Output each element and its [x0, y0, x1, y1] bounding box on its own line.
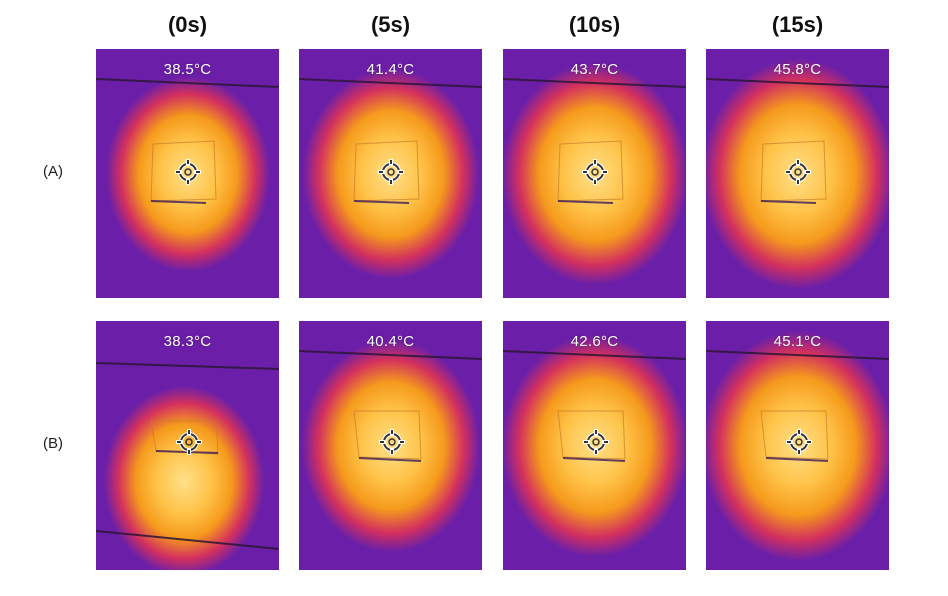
temperature-readout: 38.5°C	[163, 61, 212, 78]
row-label-a: (A)	[43, 163, 63, 180]
thermal-heatmap	[503, 49, 686, 298]
crosshair-icon	[785, 428, 813, 456]
thermal-image-a-5s: 41.4°C	[299, 49, 482, 298]
thermal-heatmap	[299, 321, 482, 570]
temperature-readout: 38.3°C	[163, 333, 212, 350]
temperature-readout: 41.4°C	[366, 61, 415, 78]
thermal-heatmap	[96, 321, 279, 570]
thermal-image-a-10s: 43.7°C	[503, 49, 686, 298]
thermal-image-b-0s: 38.3°C	[96, 321, 279, 570]
crosshair-icon	[378, 428, 406, 456]
thermal-heatmap	[706, 321, 889, 570]
thermal-image-a-0s: 38.5°C	[96, 49, 279, 298]
thermal-heatmap	[96, 49, 279, 298]
temperature-readout: 45.1°C	[773, 333, 822, 350]
thermal-image-b-10s: 42.6°C	[503, 321, 686, 570]
temperature-readout: 43.7°C	[570, 61, 619, 78]
thermal-heatmap	[503, 321, 686, 570]
temperature-readout: 40.4°C	[366, 333, 415, 350]
thermal-image-a-15s: 45.8°C	[706, 49, 889, 298]
crosshair-icon	[581, 158, 609, 186]
crosshair-icon	[377, 158, 405, 186]
column-header-5s: (5s)	[370, 12, 411, 37]
column-header-0s: (0s)	[167, 12, 208, 37]
crosshair-icon	[784, 158, 812, 186]
thermal-heatmap	[299, 49, 482, 298]
row-label-b: (B)	[43, 435, 63, 452]
temperature-readout: 45.8°C	[773, 61, 822, 78]
crosshair-icon	[175, 428, 203, 456]
thermal-image-b-5s: 40.4°C	[299, 321, 482, 570]
column-header-10s: (10s)	[568, 12, 621, 37]
thermal-heatmap	[706, 49, 889, 298]
column-header-15s: (15s)	[771, 12, 824, 37]
crosshair-icon	[582, 428, 610, 456]
crosshair-icon	[174, 158, 202, 186]
temperature-readout: 42.6°C	[570, 333, 619, 350]
thermal-image-b-15s: 45.1°C	[706, 321, 889, 570]
